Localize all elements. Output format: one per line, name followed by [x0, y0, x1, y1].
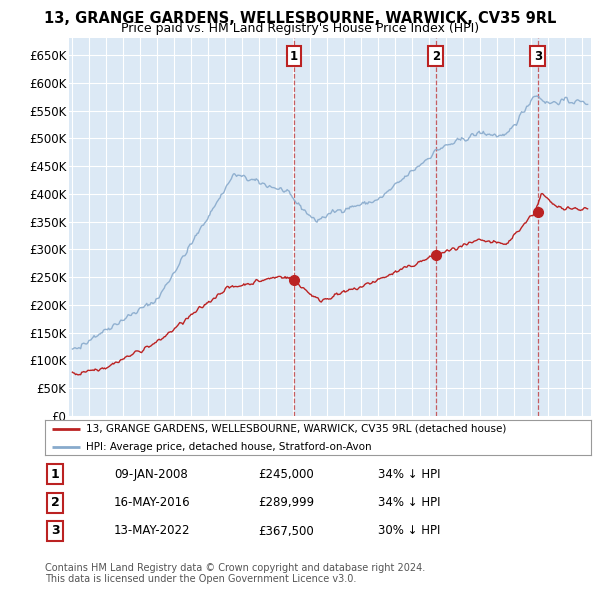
Text: 2: 2 — [51, 496, 59, 509]
Text: £367,500: £367,500 — [258, 525, 314, 537]
Text: 34% ↓ HPI: 34% ↓ HPI — [378, 496, 440, 509]
Text: This data is licensed under the Open Government Licence v3.0.: This data is licensed under the Open Gov… — [45, 574, 356, 584]
Text: 16-MAY-2016: 16-MAY-2016 — [114, 496, 191, 509]
Text: 09-JAN-2008: 09-JAN-2008 — [114, 468, 188, 481]
Text: 13, GRANGE GARDENS, WELLESBOURNE, WARWICK, CV35 9RL: 13, GRANGE GARDENS, WELLESBOURNE, WARWIC… — [44, 11, 556, 25]
Text: 1: 1 — [290, 50, 298, 63]
Text: £245,000: £245,000 — [258, 468, 314, 481]
Text: 13-MAY-2022: 13-MAY-2022 — [114, 525, 191, 537]
Text: 13, GRANGE GARDENS, WELLESBOURNE, WARWICK, CV35 9RL (detached house): 13, GRANGE GARDENS, WELLESBOURNE, WARWIC… — [86, 424, 506, 434]
Text: 2: 2 — [431, 50, 440, 63]
Text: Price paid vs. HM Land Registry's House Price Index (HPI): Price paid vs. HM Land Registry's House … — [121, 22, 479, 35]
Text: 34% ↓ HPI: 34% ↓ HPI — [378, 468, 440, 481]
Text: 30% ↓ HPI: 30% ↓ HPI — [378, 525, 440, 537]
Text: 3: 3 — [534, 50, 542, 63]
Text: £289,999: £289,999 — [258, 496, 314, 509]
Text: 3: 3 — [51, 525, 59, 537]
Text: 1: 1 — [51, 468, 59, 481]
Text: Contains HM Land Registry data © Crown copyright and database right 2024.: Contains HM Land Registry data © Crown c… — [45, 563, 425, 573]
Text: HPI: Average price, detached house, Stratford-on-Avon: HPI: Average price, detached house, Stra… — [86, 442, 371, 452]
